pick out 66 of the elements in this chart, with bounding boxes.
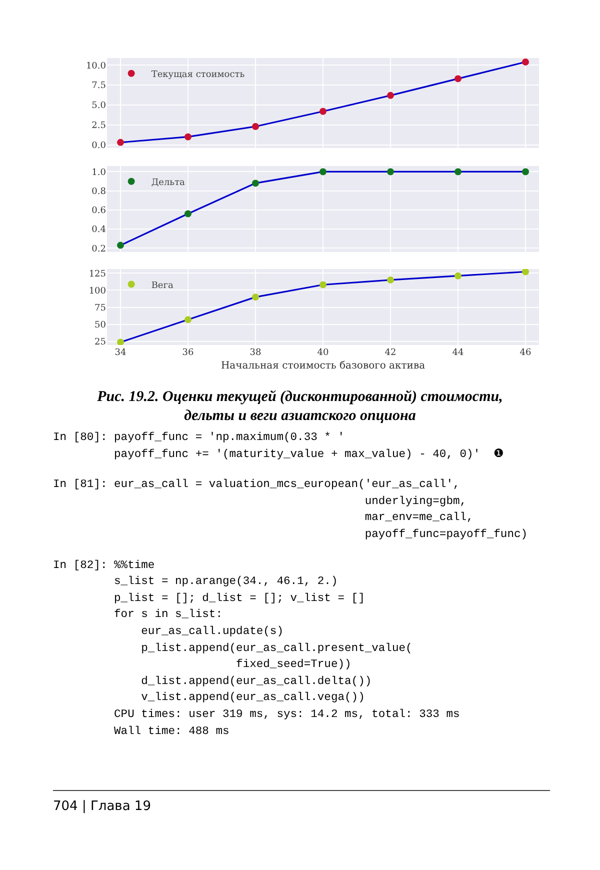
legend-label: Текущая стоимость [151,70,245,80]
y-tick-label: 2.5 [92,121,106,132]
point [252,180,259,187]
legend-label: Вега [151,280,174,291]
text: In [80]: payoff_func = 'np.maximum(0.33 * ' [53,430,346,446]
x-axis-title: Начальная стоимость базового актива [220,360,426,372]
x-tick-label: 46 [520,348,532,358]
point [454,168,462,176]
point [252,123,259,130]
point [252,294,259,301]
y-tick-label: 0.0 [92,140,106,151]
text: v_list.append(eur_as_call.vega()) [140,690,366,706]
text: In [81]: eur_as_call = valuation_mcs_european('eur_as_call', [53,478,461,494]
text: mar_env=me_call, [364,510,474,526]
point [117,138,124,146]
point [320,168,326,176]
point [387,276,394,284]
y-tick-label: 7.5 [92,81,106,92]
point [117,338,124,345]
x-tick-label: 36 [182,348,194,358]
x-tick-label: 44 [452,348,464,358]
x-tick-label: 38 [250,348,262,358]
text: payoff_func=payoff_func) [364,528,528,543]
y-tick-label: 0.6 [92,206,106,216]
y-tick-label: 1.0 [92,168,106,178]
text: p_list.append(eur_as_call.present_value( [140,642,414,657]
y-tick-label: 75 [94,303,106,314]
text: eur_as_call.update(s) [140,624,284,640]
text: Wall time: 488 ms [113,724,230,740]
point [522,269,529,276]
text: for s in s_list: [113,608,224,624]
y-tick-label: 100 [88,286,106,296]
y-tick-label: 0.2 [92,244,106,254]
text: s_list = np.arange(34., 46.1, 2.) [113,574,339,590]
point [387,168,394,176]
x-tick-label: 34 [114,348,126,358]
point [117,242,124,249]
text: Рис. 19.2. Оценки текущей (дисконтированной) стоимости, дельты и веги азиатского опциона [96,388,504,426]
text: fixed_seed=True)) [235,658,352,674]
y-tick-label: 0.8 [92,186,106,197]
text: p_list = []; d_list = []; v_list = [] [113,592,366,607]
y-tick-label: 5.0 [92,101,106,112]
point [184,316,192,324]
y-tick-label: 50 [94,320,106,331]
legend-label: Дельта [151,178,186,188]
point [522,168,529,176]
text: d_list.append(eur_as_call.delta()) [140,674,373,690]
y-tick-label: 125 [88,269,106,280]
point [320,281,326,288]
point [387,92,394,99]
text: payoff_func += '(maturity_value + max_value) - 40, 0)' ❶ [113,448,505,463]
y-tick-label: 10.0 [86,61,106,72]
y-tick-label: 25 [94,338,106,348]
point [184,210,192,218]
text: CPU times: user 319 ms, sys: 14.2 ms, total: 333 ms [113,708,461,723]
point [454,272,462,280]
x-tick-label: 40 [317,348,329,358]
text: 704 | Глава 19 [53,790,550,814]
text: underlying=gbm, [364,494,468,510]
point [454,75,462,82]
text: In [82]: %%time [53,558,156,574]
point [522,58,529,66]
point [184,133,192,140]
x-tick-label: 42 [384,348,396,358]
point [320,108,326,115]
y-tick-label: 0.4 [92,225,106,236]
